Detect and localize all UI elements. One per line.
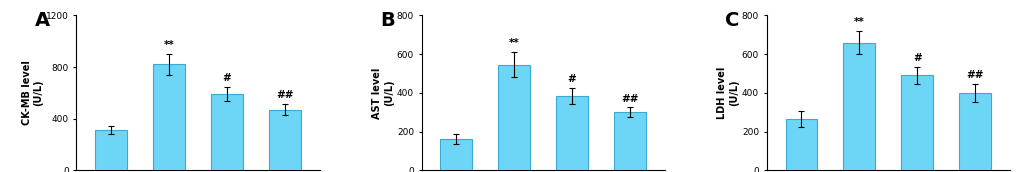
Text: **: ** [164, 40, 174, 50]
Text: A: A [35, 11, 50, 30]
Y-axis label: LDH level
(U/L): LDH level (U/L) [716, 67, 739, 119]
Bar [843, 42, 874, 170]
Text: ##: ## [621, 94, 638, 104]
Bar [269, 110, 301, 170]
Text: ##: ## [276, 90, 293, 100]
Text: #: # [568, 74, 576, 84]
Text: #: # [222, 73, 231, 83]
Text: ##: ## [965, 70, 983, 80]
Text: B: B [380, 11, 394, 30]
Y-axis label: CK-MB level
(U/L): CK-MB level (U/L) [21, 60, 43, 125]
Bar [901, 76, 932, 170]
Text: #: # [912, 53, 921, 63]
Bar [785, 119, 816, 170]
Bar [958, 93, 990, 170]
Bar [498, 65, 530, 170]
Text: **: ** [508, 38, 519, 48]
Bar [613, 112, 645, 170]
Text: **: ** [853, 17, 864, 27]
Bar [440, 139, 472, 170]
Bar [555, 96, 587, 170]
Bar [153, 64, 184, 170]
Bar [95, 130, 127, 170]
Y-axis label: AST level
(U/L): AST level (U/L) [372, 67, 393, 119]
Bar [211, 94, 243, 170]
Text: C: C [725, 11, 739, 30]
